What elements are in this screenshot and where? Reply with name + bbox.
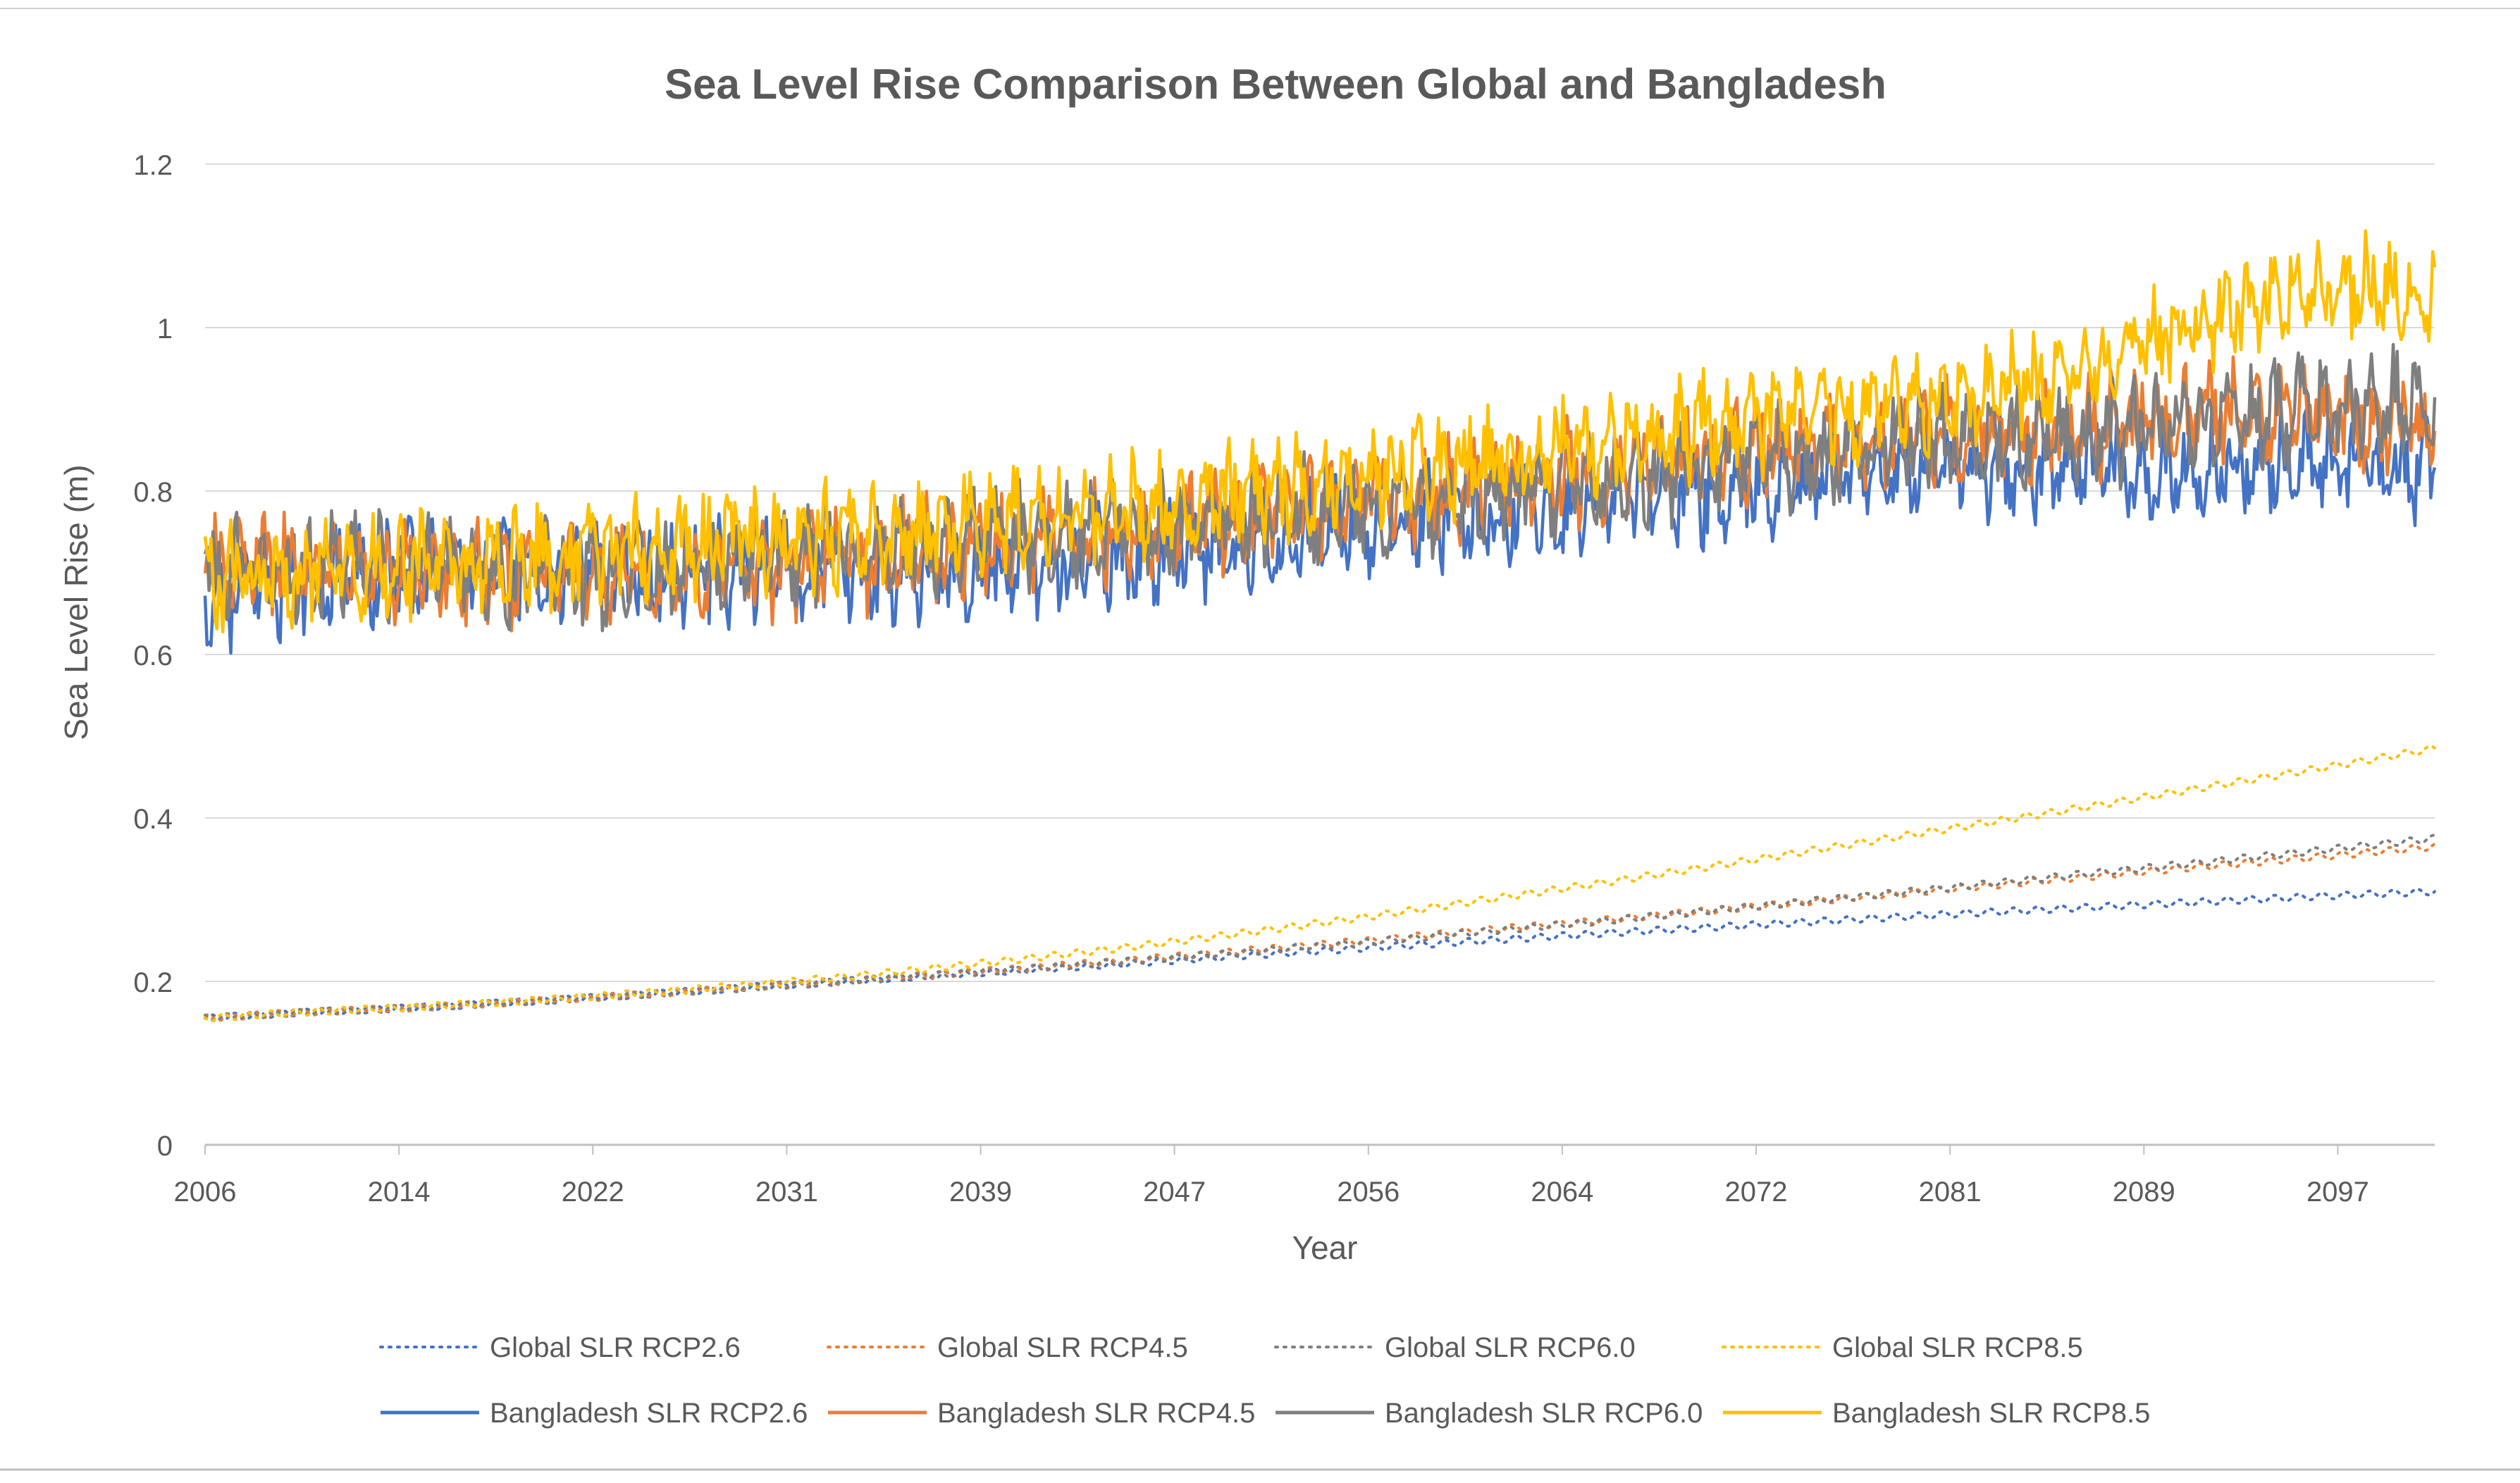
- legend-label: Global SLR RCP8.5: [1832, 1332, 2083, 1363]
- x-tick-label: 2006: [174, 1177, 237, 1208]
- x-tick-label: 2014: [368, 1177, 431, 1208]
- legend-label: Global SLR RCP6.0: [1385, 1332, 1636, 1363]
- x-tick-label: 2022: [562, 1177, 624, 1208]
- legend-item: Global SLR RCP2.6: [379, 1332, 741, 1363]
- legend-label: Global SLR RCP4.5: [937, 1332, 1188, 1363]
- series-bangladesh-slr-rcp6-0: [203, 342, 2437, 633]
- y-tick-label: 0.2: [133, 967, 173, 998]
- series-line: [204, 833, 2436, 1022]
- legend-label: Global SLR RCP2.6: [490, 1332, 741, 1363]
- chart-title: Sea Level Rise Comparison Between Global…: [665, 61, 1886, 108]
- series-line: [204, 745, 2436, 1023]
- x-tick-label: 2081: [1919, 1177, 1982, 1208]
- y-tick-label: 0.4: [133, 804, 173, 835]
- y-tick-label: 0.8: [133, 477, 173, 508]
- legend-item: Global SLR RCP6.0: [1274, 1332, 1636, 1363]
- gridlines: [205, 163, 2435, 982]
- legend-label: Bangladesh SLR RCP8.5: [1832, 1398, 2150, 1429]
- legend-label: Bangladesh SLR RCP2.6: [490, 1398, 808, 1429]
- series-line: [203, 342, 2437, 633]
- x-tick-label: 2056: [1337, 1177, 1400, 1208]
- y-tick-label: 0.6: [133, 640, 173, 671]
- legend: Global SLR RCP2.6 Global SLR RCP4.5 Global…: [379, 1332, 2150, 1429]
- x-tick-label: 2064: [1531, 1177, 1593, 1208]
- legend-item: Global SLR RCP4.5: [827, 1332, 1188, 1363]
- legend-item: Bangladesh SLR RCP4.5: [828, 1398, 1255, 1429]
- series-line: [203, 229, 2437, 634]
- legend-item: Global SLR RCP8.5: [1722, 1332, 2083, 1363]
- y-tick-label: 1.2: [133, 150, 173, 181]
- x-tick-label: 2039: [949, 1177, 1012, 1208]
- x-tick-label: 2097: [2306, 1177, 2369, 1208]
- y-tick-label: 0: [157, 1131, 173, 1162]
- y-axis-label: Sea Level Rise (m): [58, 464, 94, 740]
- series-layer: [203, 229, 2437, 1023]
- legend-item: Bangladesh SLR RCP2.6: [381, 1398, 808, 1429]
- legend-item: Bangladesh SLR RCP8.5: [1723, 1398, 2150, 1429]
- x-tick-label: 2072: [1725, 1177, 1788, 1208]
- legend-label: Bangladesh SLR RCP6.0: [1385, 1398, 1703, 1429]
- legend-item: Bangladesh SLR RCP6.0: [1276, 1398, 1703, 1429]
- series-global-slr-rcp6-0: [204, 833, 2436, 1022]
- series-global-slr-rcp8-5: [204, 745, 2436, 1023]
- series-bangladesh-slr-rcp8-5: [203, 229, 2437, 634]
- x-tick-label: 2047: [1143, 1177, 1206, 1208]
- x-tick-label: 2031: [755, 1177, 818, 1208]
- tick-labels: 0 0.2 0.4 0.6 0.8 1 1.2 2006 2014 2022 2031 2039 204…: [133, 150, 2369, 1208]
- y-tick-label: 1: [157, 314, 173, 345]
- x-axis-label: Year: [1292, 1229, 1358, 1266]
- x-tick-label: 2089: [2113, 1177, 2175, 1208]
- legend-label: Bangladesh SLR RCP4.5: [937, 1398, 1255, 1429]
